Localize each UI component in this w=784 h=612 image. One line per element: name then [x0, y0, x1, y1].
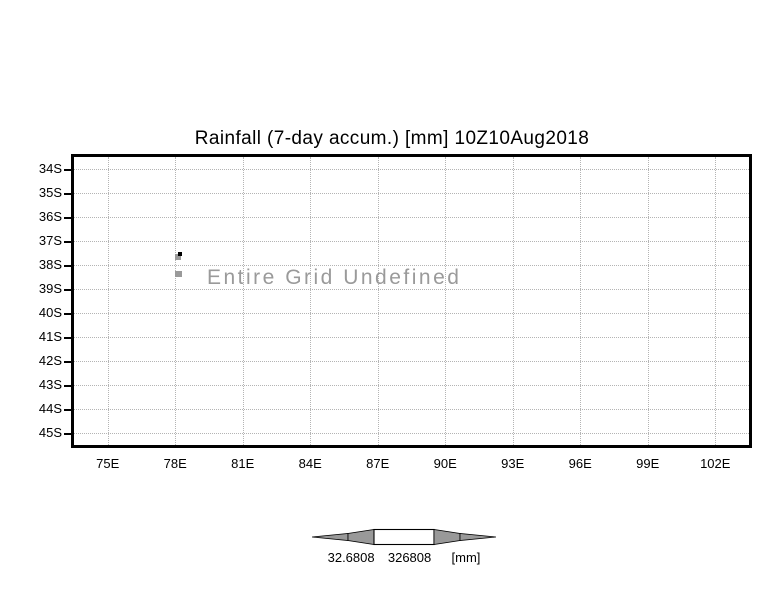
- y-axis-tick-label: 36S: [38, 209, 62, 224]
- x-axis-tick-label: 90E: [433, 456, 457, 471]
- y-axis-tick-mark: [64, 385, 72, 387]
- gridline-vertical: [377, 157, 379, 445]
- y-axis-tick-mark: [64, 289, 72, 291]
- x-axis-tick-label: 93E: [501, 456, 525, 471]
- gridline-horizontal: [74, 265, 749, 266]
- gridline-vertical: [242, 157, 244, 445]
- gridline-horizontal: [74, 337, 749, 338]
- y-axis-tick-mark: [64, 433, 72, 435]
- x-axis-tick-label: 81E: [231, 456, 255, 471]
- stray-data-marker-upper-dark: [178, 252, 182, 256]
- gridline-horizontal: [74, 289, 749, 290]
- y-axis-tick-label: 39S: [38, 281, 62, 296]
- x-axis-tick-label: 84E: [298, 456, 322, 471]
- y-axis-tick-label: 40S: [38, 305, 62, 320]
- stray-data-marker-upper: [175, 254, 181, 260]
- y-axis-tick-mark: [64, 169, 72, 171]
- status-message: Entire Grid Undefined: [207, 266, 462, 289]
- colorbar-unit-label: [mm]: [451, 550, 481, 565]
- y-axis-tick-label: 34S: [38, 161, 62, 176]
- gridline-horizontal: [74, 217, 749, 218]
- gridline-horizontal: [74, 361, 749, 362]
- x-axis-tick-label: 78E: [163, 456, 187, 471]
- gridline-vertical: [512, 157, 514, 445]
- y-axis-tick-mark: [64, 241, 72, 243]
- x-axis-tick-label: 102E: [700, 456, 731, 471]
- y-axis-tick-mark: [64, 409, 72, 411]
- gridline-horizontal: [74, 169, 749, 170]
- colorbar-graphic: [311, 528, 497, 546]
- stray-data-marker-lower: [175, 271, 182, 277]
- y-axis-tick-label: 43S: [38, 377, 62, 392]
- y-axis-tick-label: 42S: [38, 353, 62, 368]
- gridline-vertical: [580, 157, 582, 445]
- x-axis-tick-label: 96E: [568, 456, 592, 471]
- y-axis-tick-label: 41S: [38, 329, 62, 344]
- gridline-horizontal: [74, 241, 749, 242]
- y-axis-tick-mark: [64, 313, 72, 315]
- gridline-horizontal: [74, 193, 749, 194]
- colorbar-min-label: 32.6808: [327, 550, 375, 565]
- gridline-horizontal: [74, 409, 749, 410]
- x-axis-tick-label: 87E: [366, 456, 390, 471]
- gridline-vertical: [445, 157, 447, 445]
- gridline-vertical: [715, 157, 717, 445]
- y-axis-tick-label: 35S: [38, 185, 62, 200]
- plot-area: [74, 157, 749, 445]
- colorbar: [311, 528, 497, 546]
- gridline-horizontal: [74, 433, 749, 434]
- y-axis-tick-label: 37S: [38, 233, 62, 248]
- y-axis-tick-mark: [64, 361, 72, 363]
- y-axis-tick-mark: [64, 217, 72, 219]
- gridline-horizontal: [74, 385, 749, 386]
- gridline-vertical: [310, 157, 312, 445]
- y-axis-tick-label: 45S: [38, 425, 62, 440]
- page-title: Rainfall (7-day accum.) [mm] 10Z10Aug201…: [194, 128, 590, 149]
- y-axis-tick-mark: [64, 193, 72, 195]
- gridline-vertical: [107, 157, 109, 445]
- colorbar-max-label: 326808: [387, 550, 432, 565]
- gridline-vertical: [175, 157, 177, 445]
- gridline-horizontal: [74, 313, 749, 314]
- plot-frame: [71, 154, 752, 448]
- x-axis-tick-label: 99E: [636, 456, 660, 471]
- y-axis-tick-mark: [64, 337, 72, 339]
- x-axis-tick-label: 75E: [96, 456, 120, 471]
- y-axis-tick-mark: [64, 265, 72, 267]
- y-axis-tick-label: 44S: [38, 401, 62, 416]
- gridline-vertical: [647, 157, 649, 445]
- colorbar-labels: 32.6808 326808 [mm]: [268, 550, 540, 565]
- y-axis-tick-label: 38S: [38, 257, 62, 272]
